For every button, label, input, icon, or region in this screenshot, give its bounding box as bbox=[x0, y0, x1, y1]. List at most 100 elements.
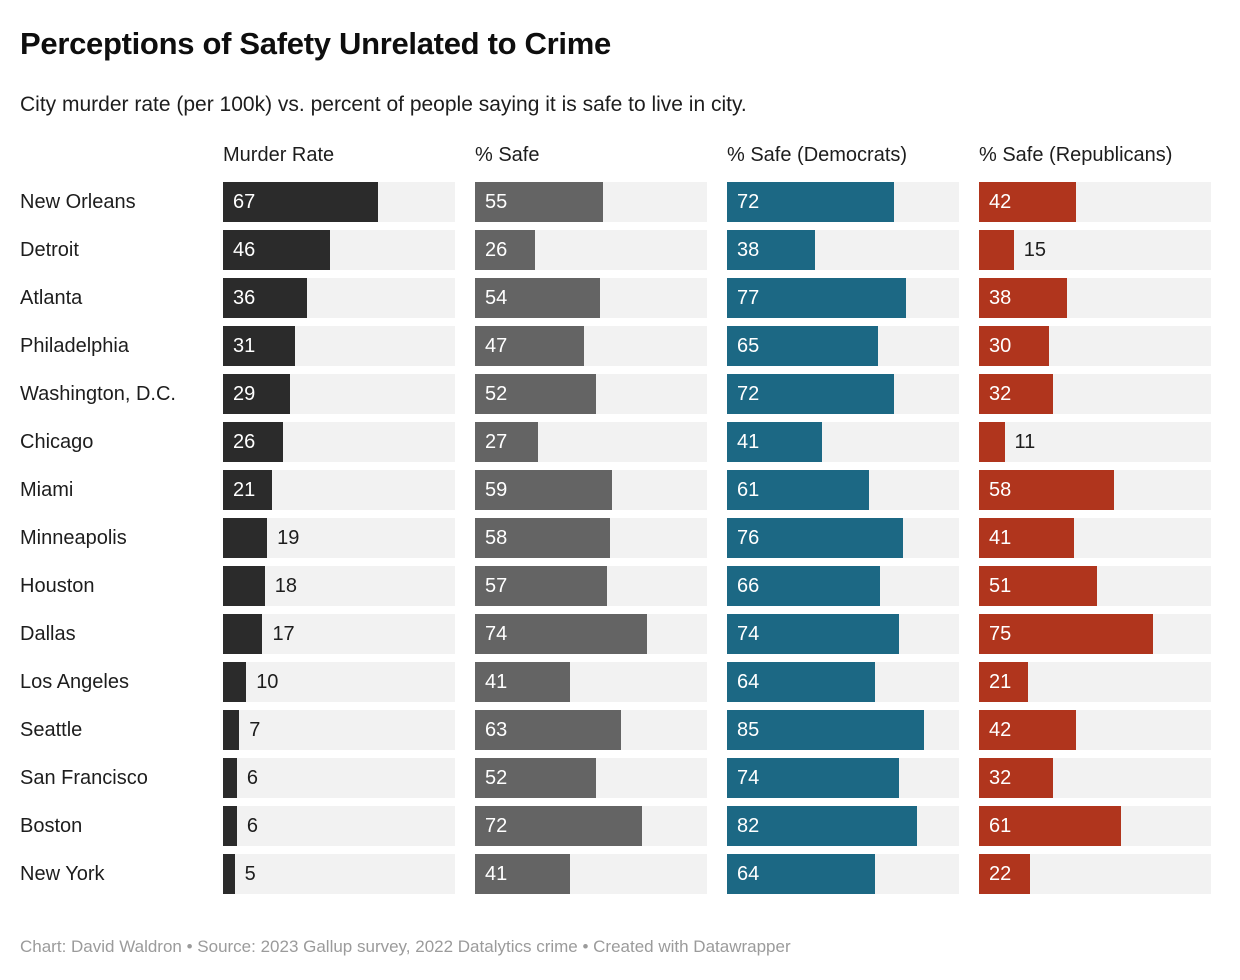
bar-fill bbox=[727, 422, 823, 462]
column-header-murder-rate: Murder Rate bbox=[223, 144, 335, 166]
bar-value: 26 bbox=[485, 239, 508, 261]
row-label: Atlanta bbox=[20, 286, 83, 309]
bar-value: 41 bbox=[485, 671, 508, 693]
bar-track: 65 bbox=[727, 326, 959, 366]
bar-value: 76 bbox=[737, 527, 760, 549]
bar-fill bbox=[979, 422, 1005, 462]
bar-value: 5 bbox=[244, 863, 256, 885]
bar-fill bbox=[727, 710, 925, 750]
bar-value: 6 bbox=[246, 815, 259, 837]
bar-track: 10 bbox=[223, 662, 455, 702]
bar-track: 32 bbox=[979, 758, 1211, 798]
bar-track: 57 bbox=[475, 566, 707, 606]
bar-value: 30 bbox=[989, 335, 1012, 357]
bar-value: 36 bbox=[233, 287, 256, 309]
bar-fill bbox=[979, 278, 1068, 318]
bar-fill bbox=[223, 710, 240, 750]
bar-value: 7 bbox=[249, 719, 261, 741]
bar-value: 27 bbox=[485, 431, 508, 453]
bar-track: 47 bbox=[475, 326, 707, 366]
chart-footer-credits: Chart: David Waldron • Source: 2023 Gall… bbox=[20, 937, 791, 956]
bar-track: 11 bbox=[979, 422, 1211, 462]
bar-fill bbox=[727, 758, 899, 798]
bar-value: 74 bbox=[737, 767, 760, 789]
bar-track: 85 bbox=[727, 710, 959, 750]
bar-value: 61 bbox=[737, 479, 760, 501]
bar-track: 61 bbox=[979, 806, 1211, 846]
bar-track: 41 bbox=[979, 518, 1211, 558]
bar-track: 64 bbox=[727, 662, 959, 702]
bar-fill bbox=[727, 278, 906, 318]
bar-value: 51 bbox=[989, 575, 1012, 597]
bar-value: 29 bbox=[233, 383, 256, 405]
row-label: Philadelphia bbox=[20, 334, 129, 357]
bar-value: 61 bbox=[989, 815, 1012, 837]
bar-track: 74 bbox=[475, 614, 707, 654]
bar-fill bbox=[223, 662, 247, 702]
row-label: Los Angeles bbox=[20, 670, 129, 693]
bar-track: 17 bbox=[223, 614, 455, 654]
bar-track: 6 bbox=[223, 806, 455, 846]
bar-track: 27 bbox=[475, 422, 707, 462]
bar-fill bbox=[727, 182, 895, 222]
bar-fill bbox=[223, 566, 265, 606]
bar-value: 66 bbox=[737, 575, 760, 597]
bar-track: 7 bbox=[223, 710, 455, 750]
bar-fill bbox=[475, 422, 538, 462]
bar-track: 38 bbox=[727, 230, 959, 270]
bar-value: 6 bbox=[246, 767, 259, 789]
bar-track: 38 bbox=[979, 278, 1211, 318]
bar-fill bbox=[223, 374, 291, 414]
bar-value: 21 bbox=[233, 479, 256, 501]
bar-track: 76 bbox=[727, 518, 959, 558]
chart-subtitle: City murder rate (per 100k) vs. percent … bbox=[20, 93, 747, 116]
bar-value: 64 bbox=[737, 671, 760, 693]
bar-value: 41 bbox=[989, 527, 1012, 549]
bar-value: 54 bbox=[485, 287, 508, 309]
bar-track: 52 bbox=[475, 374, 707, 414]
bar-fill bbox=[979, 518, 1075, 558]
row-label: Minneapolis bbox=[20, 526, 127, 549]
column-header-safe: % Safe bbox=[475, 144, 540, 166]
bar-track: 5 bbox=[223, 854, 455, 894]
bar-track: 54 bbox=[475, 278, 707, 318]
bar-value: 74 bbox=[737, 623, 760, 645]
bar-fill bbox=[475, 470, 612, 510]
bar-track: 67 bbox=[223, 182, 455, 222]
bar-fill bbox=[475, 230, 536, 270]
bar-value: 67 bbox=[233, 191, 256, 213]
bar-fill bbox=[979, 566, 1098, 606]
bar-track: 42 bbox=[979, 182, 1211, 222]
bar-value: 65 bbox=[737, 335, 760, 357]
bar-value: 38 bbox=[737, 239, 760, 261]
chart-grid: Murder Rate % Safe % Safe (Democrats) % … bbox=[20, 144, 1211, 894]
bar-track: 18 bbox=[223, 566, 455, 606]
bar-fill bbox=[727, 566, 881, 606]
bar-fill bbox=[223, 758, 237, 798]
bar-value: 77 bbox=[737, 287, 760, 309]
bar-track: 32 bbox=[979, 374, 1211, 414]
bar-fill bbox=[727, 614, 899, 654]
bar-fill bbox=[475, 662, 571, 702]
bar-track: 74 bbox=[727, 614, 959, 654]
bar-track: 29 bbox=[223, 374, 455, 414]
bar-value: 52 bbox=[485, 767, 508, 789]
bar-track: 52 bbox=[475, 758, 707, 798]
row-label: New Orleans bbox=[20, 190, 136, 213]
bar-track: 41 bbox=[727, 422, 959, 462]
bar-fill bbox=[223, 854, 235, 894]
bar-value: 19 bbox=[277, 527, 300, 549]
bar-value: 75 bbox=[989, 623, 1012, 645]
bar-value: 41 bbox=[737, 431, 760, 453]
bar-fill bbox=[727, 470, 869, 510]
bar-track: 36 bbox=[223, 278, 455, 318]
bar-track: 31 bbox=[223, 326, 455, 366]
bar-value: 11 bbox=[1014, 431, 1036, 453]
bar-fill bbox=[223, 614, 263, 654]
bar-track: 72 bbox=[727, 374, 959, 414]
row-label: New York bbox=[20, 862, 105, 885]
bar-fill bbox=[223, 326, 295, 366]
bar-value: 55 bbox=[485, 191, 508, 213]
bar-fill bbox=[979, 758, 1054, 798]
bar-track: 21 bbox=[979, 662, 1211, 702]
